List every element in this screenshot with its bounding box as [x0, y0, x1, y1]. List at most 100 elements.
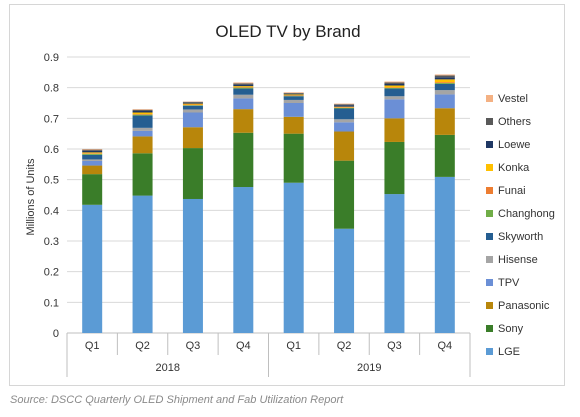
bar-segment-hisense — [82, 159, 103, 161]
bar-segment-skyworth — [334, 108, 355, 120]
bar-segment-skyworth — [132, 115, 153, 128]
bar-segment-lge — [334, 228, 355, 333]
bar-segment-funai — [434, 82, 455, 84]
legend-swatch — [486, 325, 493, 332]
bar-segment-vestel — [334, 103, 355, 105]
bar-segment-lge — [182, 198, 203, 333]
bar-segment-changhong — [132, 114, 153, 116]
bar-segment-tpv — [434, 94, 455, 109]
bar-segment-loewe — [434, 77, 455, 80]
x-tick-label: Q4 — [236, 340, 251, 352]
x-tick-label: Q2 — [337, 340, 352, 352]
legend-swatch — [486, 302, 493, 309]
legend-swatch — [486, 164, 493, 171]
legend-label: Sony — [498, 323, 524, 335]
bar-segment-panasonic — [132, 136, 153, 154]
bar-segment-panasonic — [384, 118, 405, 142]
legend-swatch — [486, 95, 493, 102]
y-tick-label: 0.3 — [44, 236, 59, 248]
bar-segment-others — [82, 149, 103, 151]
y-tick-label: 0.9 — [44, 52, 59, 64]
bar-segment-tpv — [283, 103, 304, 117]
chart-title: OLED TV by Brand — [215, 22, 360, 41]
bar-segment-sony — [434, 134, 455, 177]
bar-segment-lge — [82, 204, 103, 333]
y-axis-ticks: 0 0.1 0.2 0.3 0.4 0.5 0.6 0.7 0.8 0.9 — [44, 52, 59, 340]
bar-segment-changhong — [283, 95, 304, 97]
y-tick-label: 0.2 — [44, 267, 59, 279]
bar-segment-hisense — [434, 90, 455, 95]
bar-segment-loewe — [384, 83, 405, 86]
bar-segment-changhong — [82, 153, 103, 155]
bar-segment-funai — [82, 153, 103, 154]
legend-label: Funai — [498, 185, 526, 197]
bar-segment-sony — [334, 160, 355, 229]
bar-segment-vestel — [434, 74, 455, 76]
bar-segment-skyworth — [233, 88, 254, 95]
bar-segment-lge — [434, 176, 455, 333]
bar-segment-konka — [182, 103, 203, 105]
bar-segment-hisense — [334, 119, 355, 123]
bar-segment-panasonic — [182, 127, 203, 149]
y-tick-label: 0 — [53, 328, 59, 340]
bar-segment-funai — [233, 87, 254, 88]
x-tick-label: Q3 — [186, 340, 201, 352]
bar-segment-funai — [132, 114, 153, 115]
legend-label: Skyworth — [498, 231, 543, 243]
y-tick-label: 0.6 — [44, 144, 59, 156]
legend: Vestel Others Loewe Konka Funai Changhong Skyw… — [486, 93, 555, 358]
bar-segment-changhong — [233, 87, 254, 89]
bar-segment-others — [233, 83, 254, 85]
legend-swatch — [486, 279, 493, 286]
bar-segment-others — [384, 82, 405, 84]
legend-label: Loewe — [498, 139, 530, 151]
bar-segment-loewe — [334, 105, 355, 107]
legend-swatch — [486, 256, 493, 263]
x-axis: Q1 Q2 Q3 Q4 Q1 Q2 Q3 Q4 2018 2019 — [66, 333, 471, 377]
bar-segment-sony — [233, 132, 254, 188]
x-tick-label: Q1 — [85, 340, 100, 352]
bar-segment-loewe — [233, 84, 254, 87]
bar-segment-sony — [283, 133, 304, 183]
bar-segment-panasonic — [233, 109, 254, 133]
y-tick-label: 0.4 — [44, 205, 59, 217]
bar-segment-tpv — [182, 112, 203, 128]
bar-segment-hisense — [132, 127, 153, 131]
bar-segment-skyworth — [384, 88, 405, 97]
bar-segment-panasonic — [334, 131, 355, 161]
bar-segment-skyworth — [82, 154, 103, 160]
bar-segment-konka — [132, 112, 153, 115]
legend-label: TPV — [498, 277, 520, 289]
bar-segment-others — [334, 104, 355, 106]
bar-segment-sony — [82, 174, 103, 205]
bar-segment-others — [283, 92, 304, 94]
bar-segment-others — [182, 101, 203, 103]
bar-segment-lge — [233, 187, 254, 333]
bar-segment-konka — [334, 106, 355, 108]
bar-segment-changhong — [182, 105, 203, 106]
bar-segment-tpv — [82, 160, 103, 166]
bar-segment-loewe — [283, 93, 304, 95]
bar-segment-changhong — [334, 107, 355, 109]
legend-label: Vestel — [498, 93, 528, 105]
bar-segment-sony — [384, 141, 405, 195]
y-tick-label: 0.5 — [44, 175, 59, 187]
bar-segment-funai — [283, 95, 304, 96]
bar-segment-hisense — [283, 99, 304, 103]
bar-segment-vestel — [283, 92, 304, 93]
bar-segment-lge — [132, 195, 153, 333]
legend-swatch — [486, 348, 493, 355]
bar-segment-loewe — [82, 150, 103, 153]
legend-label: Hisense — [498, 254, 538, 266]
bar-segment-skyworth — [182, 105, 203, 110]
bar-segment-funai — [384, 87, 405, 88]
stacked-bar-chart: OLED TV by Brand Millions of Units 00.10… — [25, 22, 555, 377]
x-tick-label: Q2 — [135, 340, 150, 352]
legend-label: Panasonic — [498, 300, 550, 312]
source-note: Source: DSCC Quarterly OLED Shipment and… — [10, 394, 344, 406]
bar-segment-funai — [334, 107, 355, 108]
bar-segment-vestel — [384, 81, 405, 83]
bar-segment-skyworth — [434, 83, 455, 91]
bar-segment-changhong — [434, 83, 455, 84]
legend-swatch — [486, 210, 493, 217]
